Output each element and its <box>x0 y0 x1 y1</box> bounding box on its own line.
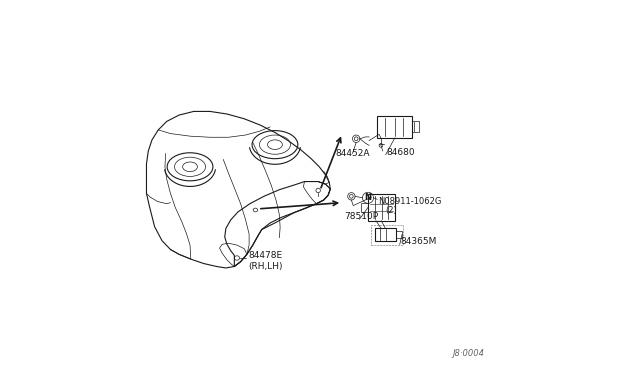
Text: 84478E: 84478E <box>248 251 282 260</box>
Text: N08911-1062G: N08911-1062G <box>378 197 442 206</box>
Text: N: N <box>365 193 371 202</box>
Text: 84365M: 84365M <box>401 237 437 246</box>
Bar <box>368 194 395 221</box>
Bar <box>396 231 402 238</box>
Text: 84680: 84680 <box>387 148 415 157</box>
Ellipse shape <box>167 153 213 181</box>
Ellipse shape <box>175 157 205 176</box>
Bar <box>374 228 396 241</box>
Bar <box>377 116 412 138</box>
Text: J8·0004: J8·0004 <box>452 349 484 358</box>
Ellipse shape <box>259 135 291 154</box>
Bar <box>362 203 368 212</box>
Text: 78510P: 78510P <box>344 212 378 221</box>
Text: (2): (2) <box>385 206 397 215</box>
Text: 84452A: 84452A <box>335 150 370 158</box>
Text: (RH,LH): (RH,LH) <box>248 262 282 271</box>
Ellipse shape <box>252 131 298 159</box>
Bar <box>412 121 419 132</box>
